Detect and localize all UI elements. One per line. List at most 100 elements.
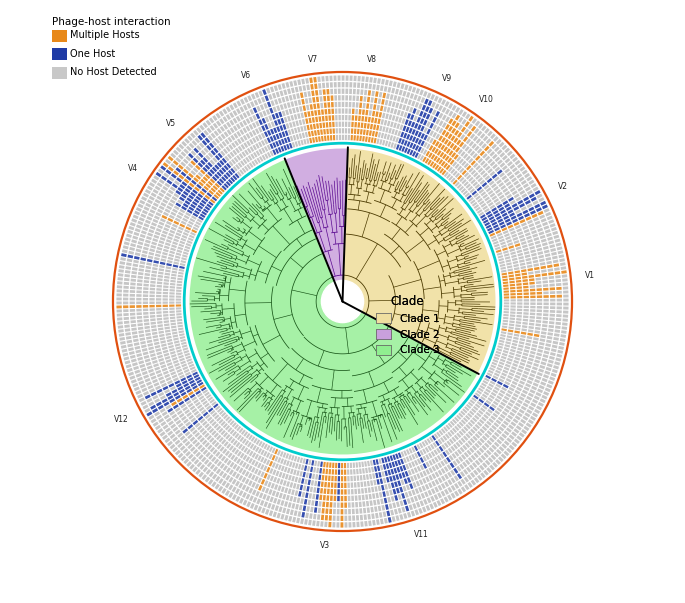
Polygon shape [126,336,132,339]
Polygon shape [506,361,512,365]
Polygon shape [369,500,373,506]
Polygon shape [456,139,461,145]
Polygon shape [119,329,124,333]
Polygon shape [496,179,502,185]
Polygon shape [195,174,201,180]
Polygon shape [479,465,484,470]
Polygon shape [496,139,501,145]
Polygon shape [314,461,317,466]
Polygon shape [451,437,456,442]
Polygon shape [454,426,460,431]
Polygon shape [228,477,234,483]
Polygon shape [356,508,359,514]
Polygon shape [519,341,525,345]
Polygon shape [286,460,290,466]
Polygon shape [536,313,542,316]
Polygon shape [503,294,509,295]
Polygon shape [380,106,384,111]
Polygon shape [277,457,282,463]
Polygon shape [345,89,348,94]
Polygon shape [331,482,334,488]
Polygon shape [351,489,353,494]
Polygon shape [214,138,220,144]
Polygon shape [510,187,516,192]
Polygon shape [525,200,531,205]
Polygon shape [249,146,254,152]
Polygon shape [531,230,537,234]
Polygon shape [173,377,179,382]
Polygon shape [396,488,400,493]
Polygon shape [158,428,163,434]
Polygon shape [425,461,430,467]
Polygon shape [226,106,231,112]
Polygon shape [449,150,453,156]
Polygon shape [416,466,421,472]
Polygon shape [528,326,534,329]
Polygon shape [187,185,192,191]
Polygon shape [306,84,310,90]
Polygon shape [508,184,514,189]
Polygon shape [330,135,332,140]
Polygon shape [390,94,394,100]
Polygon shape [339,135,341,140]
Polygon shape [443,452,447,457]
Polygon shape [345,522,347,528]
Polygon shape [294,100,298,106]
Polygon shape [160,337,165,341]
Polygon shape [538,232,545,236]
Polygon shape [342,75,345,81]
Polygon shape [163,350,169,353]
Polygon shape [184,248,190,252]
Polygon shape [502,353,508,356]
Polygon shape [247,103,251,109]
Polygon shape [368,467,371,473]
Polygon shape [423,120,427,125]
Polygon shape [490,235,497,239]
Polygon shape [445,450,450,455]
Polygon shape [328,476,331,481]
Polygon shape [437,166,442,172]
Polygon shape [162,302,168,304]
Polygon shape [281,146,284,151]
Polygon shape [222,158,227,163]
Polygon shape [155,250,162,254]
Polygon shape [199,428,205,433]
Polygon shape [375,513,379,519]
Polygon shape [191,456,197,462]
Polygon shape [436,119,440,124]
Polygon shape [335,469,337,475]
Polygon shape [528,406,534,411]
Polygon shape [277,119,282,125]
Polygon shape [534,241,540,245]
Polygon shape [373,84,376,90]
Polygon shape [381,99,385,105]
Polygon shape [270,128,274,134]
Polygon shape [440,498,445,504]
Polygon shape [532,344,537,348]
Polygon shape [507,161,513,166]
Polygon shape [456,156,462,162]
Polygon shape [488,202,493,207]
Polygon shape [488,190,493,195]
Polygon shape [190,417,196,423]
Polygon shape [170,199,175,204]
Polygon shape [474,443,480,448]
Polygon shape [240,160,245,166]
Polygon shape [397,459,401,466]
Polygon shape [129,298,135,300]
Polygon shape [169,383,175,388]
Polygon shape [177,371,184,376]
Polygon shape [172,224,178,228]
Polygon shape [495,353,500,357]
Polygon shape [222,141,227,147]
Polygon shape [487,148,493,154]
Polygon shape [117,281,123,285]
Polygon shape [311,110,314,116]
Polygon shape [280,118,284,124]
Polygon shape [292,121,296,127]
Polygon shape [220,151,225,156]
Polygon shape [523,315,528,318]
Polygon shape [510,280,515,283]
Polygon shape [528,358,534,362]
Polygon shape [514,160,521,165]
